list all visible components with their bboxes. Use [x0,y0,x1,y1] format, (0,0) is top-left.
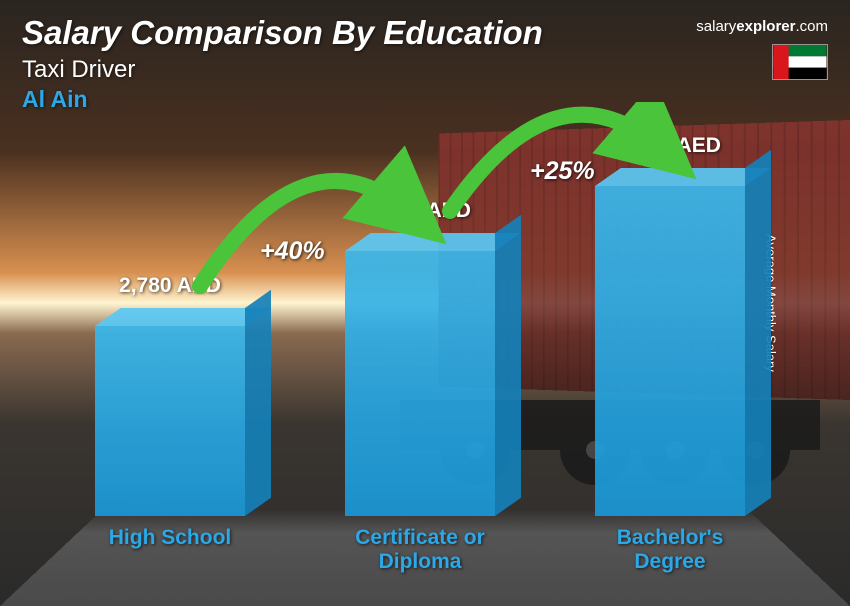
bar-3d [95,326,245,516]
uae-flag-icon [772,44,828,80]
bar-front-face [595,186,745,516]
brand-logo: salaryexplorer.com [696,18,828,35]
bar-front-face [95,326,245,516]
bar-value: 4,840 AED [570,134,770,158]
bar-side-face [245,290,271,516]
bar-3d [595,186,745,516]
bar-side-face [495,215,521,516]
bar-label: Certificate orDiploma [320,526,520,574]
bar-label: High School [70,526,270,550]
bar-group: 2,780 AED High School [70,274,270,582]
bar-front-face [345,251,495,516]
bar-chart: 2,780 AED High School 3,880 AED Certificate… [40,102,800,582]
increase-label: +25% [530,157,595,186]
increase-label: +40% [260,237,325,266]
bar-side-face [745,150,771,516]
bar-value: 2,780 AED [70,274,270,298]
bar-group: 4,840 AED Bachelor'sDegree [570,134,770,582]
job-subtitle: Taxi Driver [22,56,828,84]
bar-label: Bachelor'sDegree [570,526,770,574]
bar-value: 3,880 AED [320,199,520,223]
bar-3d [345,251,495,516]
bar-group: 3,880 AED Certificate orDiploma [320,199,520,582]
